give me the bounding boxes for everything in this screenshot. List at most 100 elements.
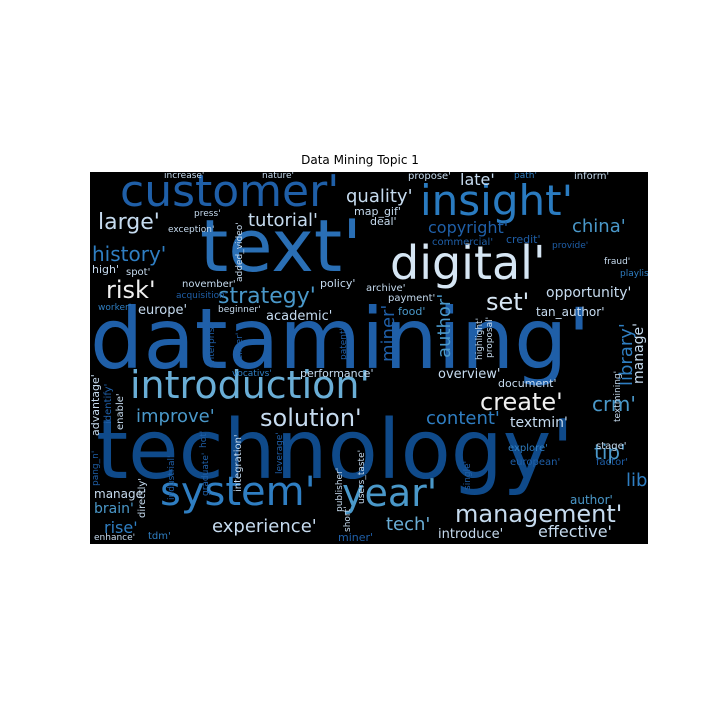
word-crm: crm' bbox=[592, 392, 636, 416]
word-cloud: datamining' technology' text' digital' c… bbox=[90, 172, 648, 544]
word-content: content' bbox=[426, 408, 500, 429]
word-spot: stage' bbox=[596, 441, 627, 452]
word-vocativs: enhance' bbox=[94, 533, 136, 543]
word-solution: solution' bbox=[260, 404, 362, 432]
word-document: performance' bbox=[300, 367, 374, 380]
word-create: create' bbox=[480, 388, 563, 416]
word-copyright: copyright' bbox=[428, 218, 509, 237]
word-text: text' bbox=[200, 204, 362, 288]
word-leverage: leverage' bbox=[275, 432, 285, 474]
word-inform: increase' bbox=[164, 172, 205, 181]
word-deliver: deliver' bbox=[235, 332, 245, 366]
word-enterprise: enterprise' bbox=[207, 319, 217, 368]
word-technology: technology' bbox=[96, 403, 574, 498]
word-policy: miner' bbox=[338, 531, 374, 544]
word-manage: manage' bbox=[631, 322, 647, 384]
word-beginner: press' bbox=[194, 209, 221, 219]
word-system: system' bbox=[160, 469, 316, 515]
word-hot: hot' bbox=[199, 430, 209, 448]
chart-title: Data Mining Topic 1 bbox=[301, 153, 419, 167]
word-integration: integration' bbox=[233, 434, 244, 492]
word-insight: insight' bbox=[420, 176, 574, 225]
word-worker: exception' bbox=[168, 225, 215, 235]
word-proposal: proposal' bbox=[485, 316, 495, 358]
word-tech: tech' bbox=[386, 514, 431, 535]
word-enable: enable' bbox=[115, 393, 126, 430]
word-identify: identify' bbox=[103, 383, 114, 424]
word-large: large' bbox=[98, 210, 160, 235]
word-patent: patent' bbox=[339, 327, 349, 360]
word-datamining: datamining' bbox=[90, 290, 591, 388]
word-advantage: advantage' bbox=[90, 374, 102, 436]
word-publisher: publisher' bbox=[335, 467, 345, 512]
word-credit: payment' bbox=[388, 293, 436, 304]
word-enhance: manage' bbox=[94, 487, 147, 501]
word-initiative: path' bbox=[514, 172, 537, 181]
word-factor: overview' bbox=[438, 367, 501, 382]
word-experience: experience' bbox=[212, 516, 317, 537]
word-highlight: highlight' bbox=[475, 317, 485, 360]
word-payment: acquisition' bbox=[176, 291, 228, 301]
word-press: european' bbox=[510, 457, 561, 468]
word-opportunity: opportunity' bbox=[546, 285, 632, 301]
word-european: document' bbox=[498, 377, 557, 390]
word-strategy: strategy' bbox=[218, 284, 316, 309]
word-commercial: archive' bbox=[366, 283, 406, 294]
word-year: year' bbox=[342, 471, 438, 515]
word-provide: map_gif' bbox=[354, 205, 401, 218]
word-risk: risk' bbox=[106, 276, 156, 304]
word-europe: europe' bbox=[138, 303, 188, 318]
word-tdm: library' bbox=[626, 470, 648, 491]
word-tip: tip' bbox=[594, 440, 626, 464]
word-nature: provide' bbox=[552, 241, 589, 251]
word-stage: food' bbox=[398, 305, 426, 318]
word-archive: november' bbox=[182, 279, 236, 290]
word-quality: quality' bbox=[346, 186, 413, 207]
word-digital: digital' bbox=[390, 236, 546, 290]
word-late: late' bbox=[460, 172, 495, 189]
word-improve: improve' bbox=[136, 406, 215, 427]
word-high: factor' bbox=[596, 457, 629, 468]
word-brain: brain' bbox=[94, 501, 134, 517]
word-rise: rise' bbox=[104, 518, 138, 537]
word-fraud: deal' bbox=[370, 215, 397, 228]
word-users-taste: users_taste' bbox=[357, 449, 367, 504]
word-introduction: introduction' bbox=[130, 363, 370, 407]
word-set: set' bbox=[486, 288, 530, 316]
word-explore: tan_author' bbox=[536, 305, 605, 319]
word-performance: tdm' bbox=[148, 531, 171, 542]
word-overview: policy' bbox=[320, 277, 356, 290]
word-generation: inform' bbox=[574, 172, 610, 182]
word-increase: credit' bbox=[506, 233, 541, 246]
word-november: spot' bbox=[126, 267, 151, 278]
word-propose: fraud' bbox=[604, 257, 631, 267]
word-path: playlist' bbox=[620, 269, 648, 279]
word-academic: author' bbox=[570, 493, 613, 507]
word-playlist: commercial' bbox=[432, 237, 494, 248]
word-introduce: introduce' bbox=[438, 527, 504, 542]
word-management: management' bbox=[455, 500, 623, 528]
word-food: academic' bbox=[266, 309, 333, 324]
word-added-video: added_video' bbox=[235, 222, 245, 282]
word-alternative: nature' bbox=[262, 172, 294, 181]
word-short: short' bbox=[343, 506, 353, 532]
word-exception: explore' bbox=[508, 443, 548, 454]
word-customer: customer' bbox=[120, 172, 340, 217]
word-industrial: industrial' bbox=[167, 455, 177, 500]
word-china: china' bbox=[572, 216, 626, 237]
word-textmin: textmin' bbox=[510, 415, 568, 431]
word-single: single' bbox=[463, 460, 473, 490]
word-pang-n: pang_n' bbox=[91, 450, 101, 486]
word-deal: worker' bbox=[98, 303, 132, 313]
word-tan-author: vocativs' bbox=[232, 369, 272, 379]
word-map-gif: beginner' bbox=[218, 305, 261, 315]
word-effective: effective' bbox=[538, 522, 612, 541]
word-acquisition: high' bbox=[92, 263, 120, 276]
word-history: history' bbox=[92, 242, 167, 266]
word-textmining: textmining' bbox=[613, 370, 623, 422]
word-control: propose' bbox=[408, 172, 451, 182]
word-directly: directly' bbox=[137, 477, 148, 518]
word-graduate: graduate' bbox=[201, 452, 211, 496]
word-author: author' bbox=[434, 293, 455, 358]
word-tutorial: tutorial' bbox=[248, 210, 318, 231]
